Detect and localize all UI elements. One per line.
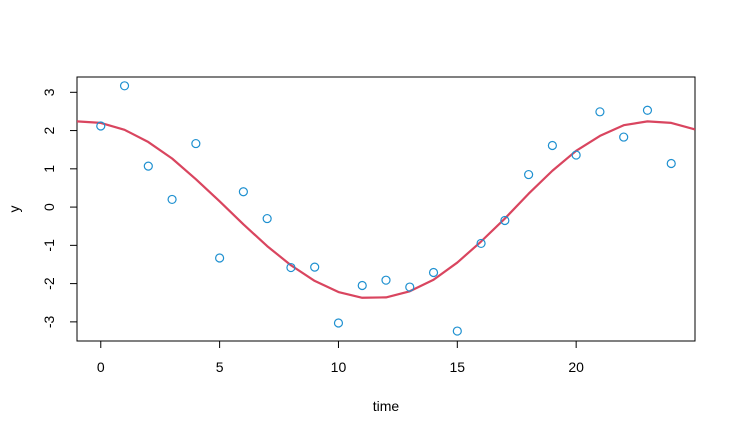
y-tick-label: -1 [41,239,57,252]
data-point [262,213,272,224]
data-point [500,215,510,226]
x-tick-label: 5 [216,359,224,375]
x-axis: 0 5 10 15 20 [97,341,584,375]
data-point [452,326,462,336]
x-tick-label: 0 [97,359,105,375]
data-point [476,238,486,249]
data-point [642,105,653,115]
series-layer [77,81,695,336]
data-point [619,132,629,142]
data-point [547,140,557,151]
data-point [119,81,130,91]
y-tick-label: 2 [41,126,57,134]
data-point [666,158,676,169]
y-tick-label: 1 [41,165,57,173]
plot-frame [76,76,696,342]
data-point [571,150,581,160]
data-point [595,107,605,117]
data-point [310,262,320,272]
y-tick-label: -3 [41,315,57,328]
data-point [333,318,344,328]
x-axis-title: time [373,398,400,414]
data-point [381,275,391,285]
data-point [96,121,106,131]
x-tick-label: 20 [568,359,584,375]
y-axis-title: y [6,206,22,213]
data-point [167,194,177,205]
data-point [238,187,248,197]
fitted-curve-line [77,120,695,299]
data-point [357,280,367,291]
y-tick-label: -2 [41,277,57,290]
data-point [286,262,296,273]
data-point [191,138,201,149]
y-tick-label: 3 [41,88,57,96]
data-point [143,161,153,171]
data-point [215,253,225,263]
x-tick-label: 15 [450,359,466,375]
y-tick-label: 0 [41,203,57,211]
y-axis: -3 -2 -1 0 1 2 3 [41,88,77,328]
x-tick-label: 10 [331,359,347,375]
data-point [405,282,415,292]
data-point [428,267,439,278]
data-point [524,169,534,180]
